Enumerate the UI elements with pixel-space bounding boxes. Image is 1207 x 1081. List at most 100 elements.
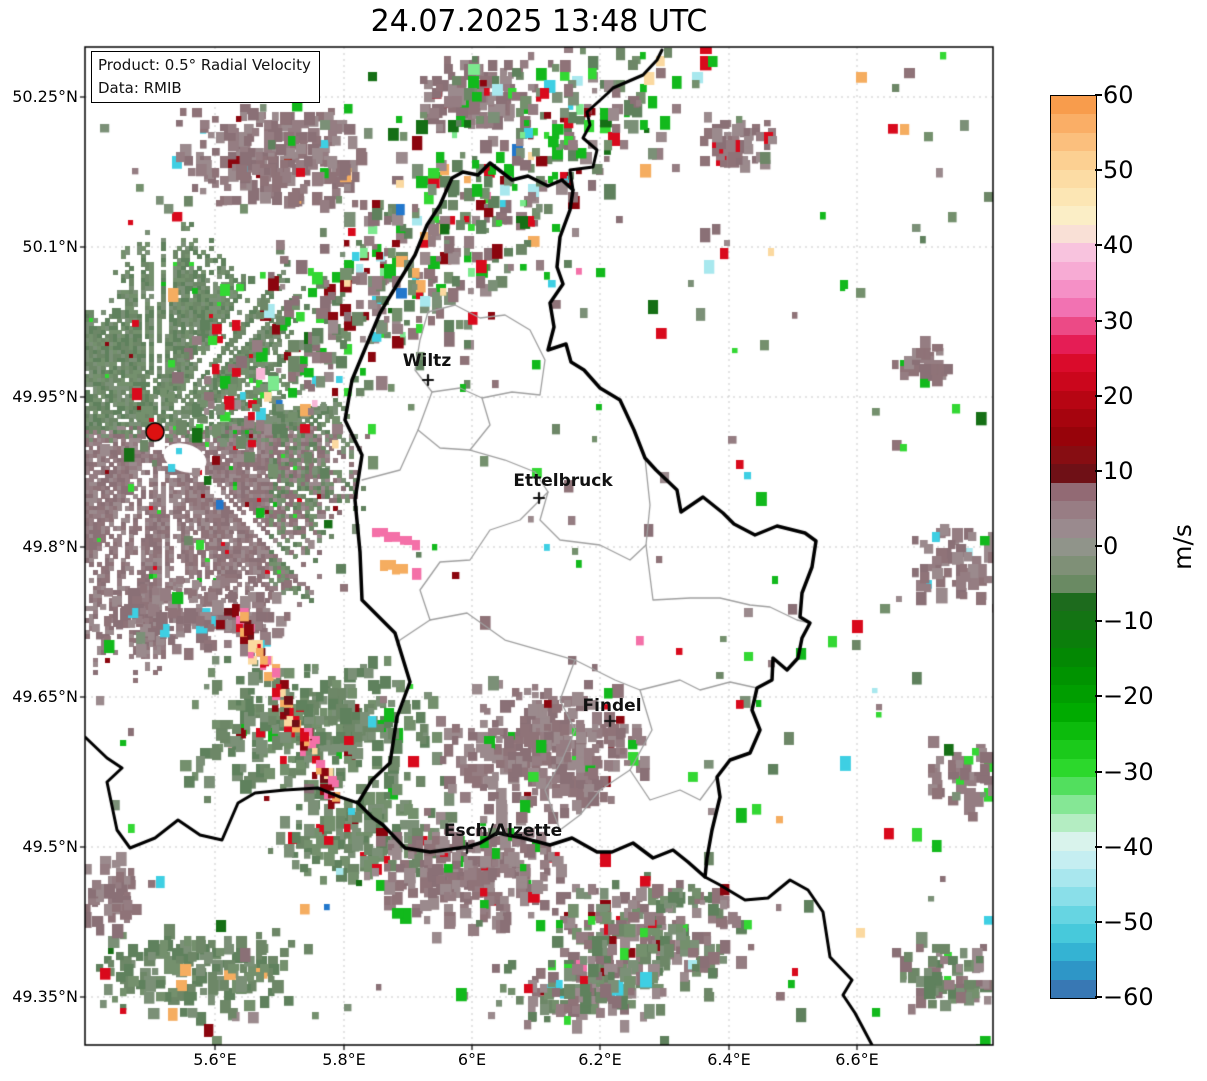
colorbar-segment: [1051, 685, 1096, 704]
x-tick-label: 6.2°E: [578, 1050, 622, 1069]
colorbar-segment: [1051, 482, 1096, 501]
colorbar-segment: [1051, 206, 1096, 225]
colorbar-segment: [1051, 592, 1096, 612]
colorbar-unit-label: m/s: [1168, 524, 1197, 570]
product-info-box: Product: 0.5° Radial Velocity Data: RMIB: [91, 51, 320, 103]
colorbar-segment: [1051, 500, 1096, 520]
colorbar-segment: [1051, 887, 1096, 906]
colorbar-segment: [1051, 316, 1096, 336]
colorbar-tick-mark: [1095, 770, 1102, 773]
x-tick-label: 5.8°E: [322, 1050, 366, 1069]
colorbar-segment: [1051, 114, 1096, 133]
colorbar-segment: [1051, 648, 1096, 667]
colorbar-tick-label: −10: [1103, 607, 1154, 636]
colorbar-segment: [1051, 611, 1096, 630]
colorbar-tick-mark: [1095, 169, 1102, 172]
colorbar-segment: [1051, 703, 1096, 722]
colorbar-tick-label: 50: [1103, 156, 1134, 185]
colorbar-tick-mark: [1095, 244, 1102, 247]
y-tick-label: 49.95°N: [12, 387, 78, 406]
colorbar-tick-mark: [1095, 845, 1102, 848]
figure-title: 24.07.2025 13:48 UTC: [370, 4, 708, 39]
colorbar-segment: [1051, 942, 1096, 962]
colorbar-segment: [1051, 224, 1096, 244]
x-tick-label: 6°E: [457, 1050, 487, 1069]
y-tick-label: 49.35°N: [12, 987, 78, 1006]
colorbar-tick-label: −60: [1103, 983, 1154, 1011]
colorbar-segment: [1051, 795, 1096, 814]
colorbar-segment: [1051, 813, 1096, 833]
colorbar-tick-label: −40: [1103, 832, 1154, 861]
colorbar-segment: [1051, 169, 1096, 189]
colorbar-segment: [1051, 372, 1096, 391]
colorbar-tick-label: 10: [1103, 456, 1134, 485]
colorbar-tick-label: 30: [1103, 306, 1134, 335]
x-tick-label: 6.6°E: [835, 1050, 879, 1069]
colorbar-tick-mark: [1095, 469, 1102, 472]
colorbar-segment: [1051, 188, 1096, 207]
colorbar-segment: [1051, 464, 1096, 483]
colorbar-segment: [1051, 832, 1096, 851]
velocity-colorbar: [1050, 95, 1097, 999]
colorbar-segment: [1051, 151, 1096, 170]
colorbar-segment: [1051, 353, 1096, 373]
y-tick-label: 50.25°N: [12, 87, 78, 106]
colorbar-segment: [1051, 905, 1096, 925]
colorbar-segment: [1051, 280, 1096, 299]
colorbar-segment: [1051, 261, 1096, 281]
y-tick-label: 49.65°N: [12, 687, 78, 706]
city-label-wiltz: Wiltz: [402, 351, 452, 371]
colorbar-tick-mark: [1095, 545, 1102, 547]
colorbar-segment: [1051, 132, 1096, 152]
colorbar-segment: [1051, 335, 1096, 354]
colorbar-tick-label: −20: [1103, 682, 1154, 711]
colorbar-segment: [1051, 427, 1096, 446]
y-tick-label: 50.1°N: [22, 237, 78, 256]
colorbar-tick-mark: [1095, 94, 1102, 96]
colorbar-tick-label: −50: [1103, 907, 1154, 936]
colorbar-segment: [1051, 629, 1096, 649]
colorbar-segment: [1051, 96, 1096, 115]
colorbar-segment: [1051, 740, 1096, 759]
colorbar-tick-label: 20: [1103, 381, 1134, 410]
colorbar-segment: [1051, 758, 1096, 778]
y-tick-label: 49.8°N: [22, 537, 78, 556]
colorbar-tick-label: 0: [1103, 532, 1119, 560]
colorbar-segment: [1051, 777, 1096, 796]
colorbar-segment: [1051, 537, 1096, 557]
colorbar-segment: [1051, 574, 1096, 593]
colorbar-tick-label: 60: [1103, 81, 1134, 109]
city-label-ettelbruck: Ettelbruck: [513, 471, 613, 491]
city-label-findel: Findel: [582, 696, 642, 716]
colorbar-segment: [1051, 869, 1096, 888]
colorbar-segment: [1051, 519, 1096, 538]
product-label: Product: 0.5° Radial Velocity: [98, 56, 311, 74]
colorbar-segment: [1051, 721, 1096, 741]
colorbar-segment: [1051, 408, 1096, 428]
y-tick-label: 49.5°N: [22, 837, 78, 856]
colorbar-segment: [1051, 666, 1096, 685]
colorbar-tick-mark: [1095, 996, 1102, 998]
colorbar-segment: [1051, 979, 1096, 998]
colorbar-segment: [1051, 298, 1096, 317]
colorbar-segment: [1051, 924, 1096, 943]
data-source-label: Data: RMIB: [98, 78, 182, 97]
colorbar-tick-mark: [1095, 695, 1102, 698]
colorbar-segment: [1051, 961, 1096, 980]
colorbar-tick-label: 40: [1103, 231, 1134, 260]
colorbar-tick-mark: [1095, 319, 1102, 322]
colorbar-tick-mark: [1095, 920, 1102, 923]
x-tick-label: 6.4°E: [707, 1050, 751, 1069]
colorbar-tick-mark: [1095, 394, 1102, 397]
city-label-eschalzette: Esch/Alzette: [443, 821, 563, 841]
colorbar-segment: [1051, 390, 1096, 409]
colorbar-segment: [1051, 556, 1096, 575]
colorbar-segment: [1051, 243, 1096, 262]
colorbar-tick-mark: [1095, 620, 1102, 623]
colorbar-segment: [1051, 850, 1096, 870]
colorbar-segment: [1051, 445, 1096, 465]
colorbar-tick-label: −30: [1103, 757, 1154, 786]
x-tick-label: 5.6°E: [193, 1050, 237, 1069]
